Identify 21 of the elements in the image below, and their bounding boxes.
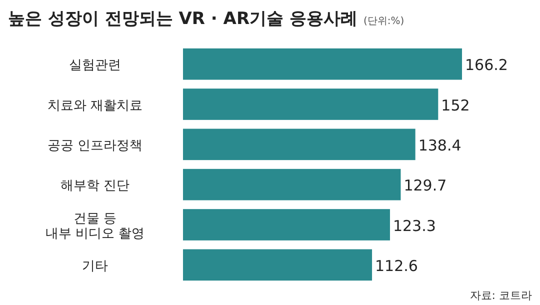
data-label: 123.3 [392, 216, 436, 235]
y-tick-label: 공공 인프라정책 [47, 138, 143, 154]
y-tick-label: 건물 등 내부 비디오 촬영 [45, 211, 145, 242]
chart-title: 높은 성장이 전망되는 VR · AR기술 응용사례 [8, 9, 358, 29]
data-label: 152 [441, 96, 470, 114]
data-label: 112.6 [375, 256, 418, 275]
y-tick-label: 기타 [82, 258, 108, 274]
bar [183, 48, 462, 80]
bar [183, 209, 390, 240]
y-tick-label: 해부학 진단 [60, 178, 130, 194]
data-label: 138.4 [418, 136, 462, 154]
bar [183, 249, 372, 281]
y-tick-label: 치료와 재활치료 [47, 98, 143, 114]
bar [183, 168, 401, 200]
chart-subtitle: (단위:%) [363, 16, 404, 27]
data-label: 129.7 [404, 176, 447, 195]
bar [183, 128, 416, 160]
text: 자료: 코트라 [470, 289, 532, 302]
y-tick-label: 실험관련 [69, 58, 121, 74]
data-label: 166.2 [465, 56, 508, 74]
bar [183, 88, 438, 120]
